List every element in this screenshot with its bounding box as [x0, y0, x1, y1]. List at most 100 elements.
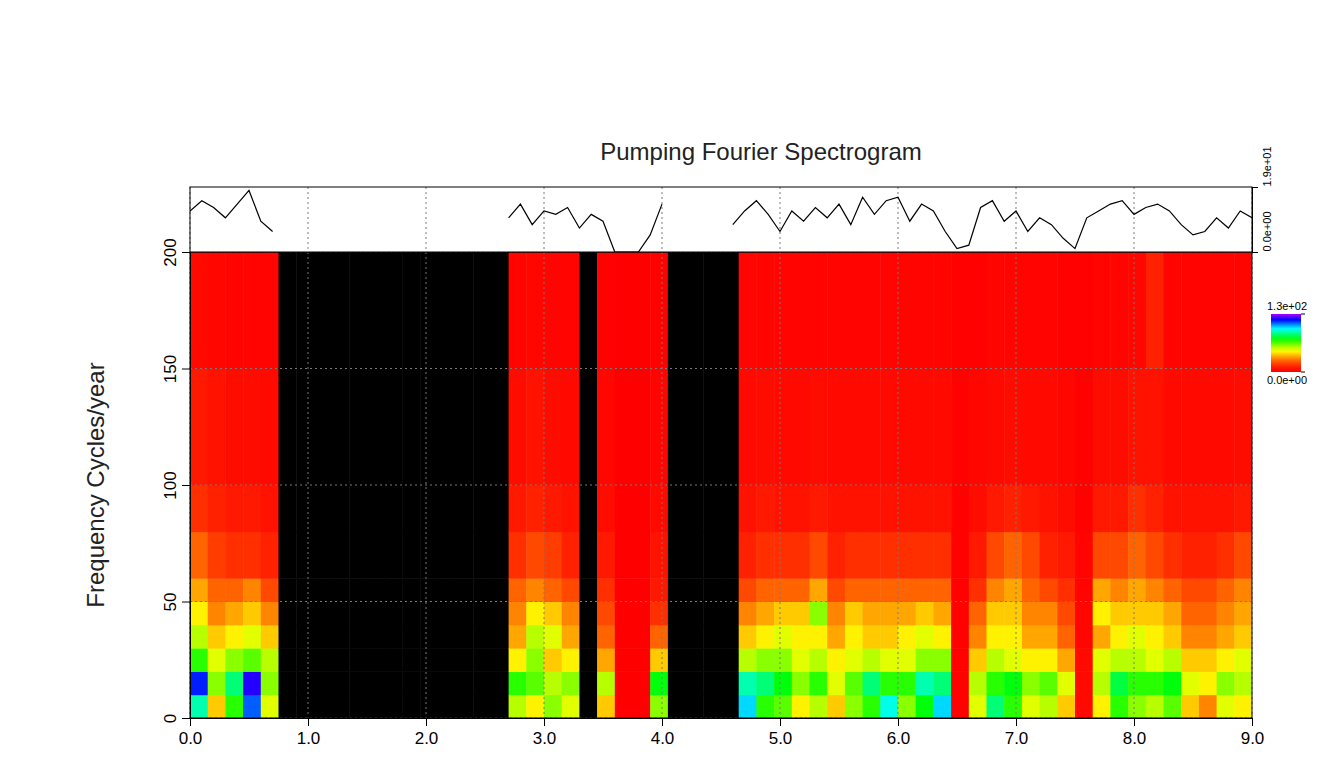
heatmap-cell	[916, 485, 934, 532]
x-tick: 5.0	[769, 718, 793, 748]
heatmap-cell	[1022, 602, 1040, 626]
heatmap-cell	[225, 625, 243, 649]
heatmap-cell	[562, 578, 580, 602]
heatmap-cell	[668, 485, 686, 532]
heatmap-cell	[650, 252, 668, 369]
heatmap-cell	[544, 485, 562, 532]
heatmap-cell	[1110, 648, 1128, 672]
heatmap-cell	[456, 695, 474, 718]
heatmap-cell	[1234, 369, 1252, 486]
heatmap-cell	[1022, 625, 1040, 649]
heatmap-cell	[845, 695, 863, 718]
heatmap-cell	[1128, 485, 1146, 532]
heatmap-cell	[1022, 369, 1040, 486]
heatmap-cell	[792, 369, 810, 486]
heatmap-cell	[880, 602, 898, 626]
heatmap-cell	[633, 532, 651, 579]
heatmap-cell	[827, 252, 845, 369]
x-tick-label: 2.0	[415, 729, 439, 748]
heatmap-cell	[951, 369, 969, 486]
heatmap-cell	[1093, 602, 1111, 626]
heatmap-cell	[190, 532, 208, 579]
heatmap-cell	[633, 625, 651, 649]
heatmap-cell	[243, 252, 261, 369]
heatmap-cell	[562, 648, 580, 672]
heatmap-cell	[544, 671, 562, 695]
y-tick-mark	[182, 602, 190, 603]
heatmap-cell	[562, 602, 580, 626]
heatmap-cell	[296, 369, 314, 486]
x-tick-label: 7.0	[1005, 729, 1029, 748]
heatmap-cell	[473, 602, 491, 626]
y-tick: 100	[161, 471, 190, 499]
heatmap-cell	[509, 625, 527, 649]
heatmap-cell	[810, 648, 828, 672]
heatmap-cell	[579, 485, 597, 532]
heatmap-cell	[562, 369, 580, 486]
heatmap-cell	[1146, 578, 1164, 602]
heatmap-cell	[438, 485, 456, 532]
heatmap-cell	[987, 695, 1005, 718]
heatmap-cell	[1004, 578, 1022, 602]
heatmap-cell	[225, 369, 243, 486]
heatmap-cell	[1022, 485, 1040, 532]
heatmap-cell	[544, 252, 562, 369]
heatmap-cell	[208, 252, 226, 369]
heatmap-cell	[916, 602, 934, 626]
heatmap-cell	[1057, 369, 1075, 486]
heatmap-cell	[279, 625, 297, 649]
heatmap-cell	[261, 602, 279, 626]
heatmap-cell	[579, 625, 597, 649]
heatmap-cell	[1040, 648, 1058, 672]
heatmap-cell	[385, 532, 403, 579]
heatmap-cell	[615, 532, 633, 579]
heatmap-cell	[473, 532, 491, 579]
heatmap-cell	[349, 252, 367, 369]
heatmap-cell	[916, 252, 934, 369]
heatmap-cell	[898, 671, 916, 695]
heatmap-cell	[420, 671, 438, 695]
top-y-axis: 0.0e+001.9e+01	[1252, 146, 1273, 252]
heatmap-cell	[456, 369, 474, 486]
heatmap-cell	[827, 578, 845, 602]
heatmap-cell	[225, 578, 243, 602]
heatmap-cell	[190, 252, 208, 369]
heatmap-cell	[1075, 695, 1093, 718]
heatmap-cell	[898, 485, 916, 532]
heatmap-cell	[880, 532, 898, 579]
top-grid	[190, 187, 1252, 252]
heatmap-cell	[1199, 578, 1217, 602]
heatmap-cell	[243, 602, 261, 626]
heatmap-cell	[756, 578, 774, 602]
heatmap-cell	[1022, 252, 1040, 369]
heatmap-cell	[668, 369, 686, 486]
heatmap-cell	[225, 252, 243, 369]
heatmap-cell	[402, 648, 420, 672]
heatmap-cell	[1004, 532, 1022, 579]
heatmap-cell	[1199, 648, 1217, 672]
heatmap-cell	[880, 625, 898, 649]
heatmap-cell	[792, 602, 810, 626]
heatmap-cell	[1217, 602, 1235, 626]
heatmap-cell	[420, 695, 438, 718]
heatmap-cell	[509, 532, 527, 579]
heatmap-cell	[1057, 625, 1075, 649]
heatmap-cell	[739, 578, 757, 602]
heatmap-cell	[1128, 695, 1146, 718]
y-tick-label: 50	[161, 593, 180, 612]
heatmap-cell	[898, 648, 916, 672]
heatmap-cell	[420, 252, 438, 369]
heatmap-cell	[863, 695, 881, 718]
heatmap-cell	[633, 485, 651, 532]
heatmap-cell	[810, 532, 828, 579]
heatmap-cell	[190, 369, 208, 486]
heatmap-cell	[243, 648, 261, 672]
heatmap-cell	[190, 602, 208, 626]
heatmap-cell	[1164, 532, 1182, 579]
heatmap-cell	[1057, 485, 1075, 532]
heatmap-cell	[579, 602, 597, 626]
plot-frame	[190, 252, 1252, 718]
colorbar-tick	[1301, 314, 1305, 315]
heatmap-cell	[473, 625, 491, 649]
heatmap-cell	[1164, 252, 1182, 369]
